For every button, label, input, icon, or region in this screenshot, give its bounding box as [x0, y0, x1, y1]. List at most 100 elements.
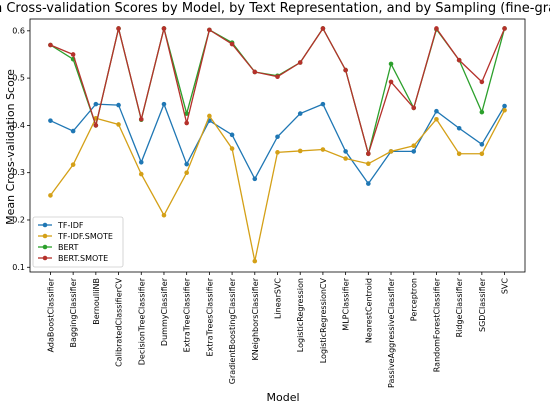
x-tick-label: RidgeClassifier: [455, 277, 464, 337]
x-axis-label: Model: [266, 391, 299, 404]
legend-item: BERT.SMOTE: [38, 254, 108, 263]
data-point: [207, 27, 212, 33]
x-tick-label: RandomForestClassifier: [432, 277, 441, 372]
x-tick-label: SGDClassifier: [478, 277, 487, 332]
legend-label: BERT.SMOTE: [58, 254, 108, 263]
legend-item: BERT: [38, 243, 79, 252]
data-point: [161, 101, 167, 107]
data-point: [343, 156, 348, 161]
x-tick-label: KNeighborsClassifier: [251, 277, 260, 360]
data-point: [138, 159, 144, 165]
data-point: [48, 42, 53, 48]
data-point: [411, 105, 417, 111]
data-point: [479, 109, 485, 115]
data-point: [366, 151, 371, 157]
data-point: [252, 69, 258, 75]
y-tick-label: 0.4: [12, 121, 25, 130]
data-point: [297, 60, 303, 65]
x-tick-label: GradientBoostingClassifier: [228, 277, 237, 384]
data-point: [366, 161, 371, 167]
data-point: [320, 101, 326, 107]
x-tick-label: LinearSVC: [274, 278, 283, 319]
data-point: [116, 122, 121, 127]
data-point: [184, 161, 189, 167]
legend-label: TF-IDF.SMOTE: [57, 232, 113, 241]
data-point: [275, 134, 280, 140]
data-point: [343, 67, 348, 73]
chart-title: Mean Cross-validation Scores by Model, b…: [0, 1, 550, 16]
data-point: [252, 176, 258, 182]
x-tick-label: MLPClassifier: [342, 277, 351, 330]
data-point: [161, 212, 167, 218]
series-bert-smote: [48, 26, 507, 157]
data-point: [320, 26, 326, 31]
y-tick-label: 0.6: [12, 26, 25, 35]
data-point: [434, 26, 439, 31]
data-point: [320, 147, 326, 152]
x-tick-label: LogisticRegression: [296, 278, 305, 352]
x-tick-label: ExtraTreeClassifier: [183, 277, 192, 352]
x-tick-label: DecisionTreeClassifier: [137, 277, 146, 365]
data-point: [48, 118, 53, 123]
legend: TF-IDF TF-IDF.SMOTE BERT BERT.SMOTE: [32, 216, 124, 268]
data-point: [207, 113, 212, 119]
data-point: [252, 258, 258, 264]
legend-item: TF-IDF.SMOTE: [38, 232, 113, 241]
data-point: [116, 102, 121, 108]
data-point: [343, 149, 348, 154]
x-tick-label: ExtraTreesClassifier: [205, 277, 214, 356]
data-point: [184, 111, 189, 116]
data-point: [275, 150, 280, 155]
data-point: [388, 79, 394, 85]
x-tick-label: BaggingClassifier: [69, 277, 78, 347]
data-point: [161, 26, 167, 31]
y-axis: 0.1 0.2 0.3 0.4 0.5 0.6: [12, 26, 30, 272]
data-point: [456, 151, 462, 157]
y-tick-label: 0.2: [12, 215, 25, 224]
legend-label: TF-IDF: [57, 221, 84, 230]
data-point: [70, 128, 76, 134]
legend-swatch-marker: [42, 233, 48, 239]
data-point: [70, 162, 76, 167]
data-point: [229, 132, 235, 138]
x-tick-label: Perceptron: [410, 278, 419, 321]
series-tf-idf: [48, 101, 507, 186]
data-point: [479, 142, 485, 147]
data-point: [411, 143, 417, 149]
data-point: [456, 57, 462, 63]
data-point: [502, 26, 507, 31]
data-point: [229, 41, 235, 47]
data-point: [184, 170, 189, 175]
data-point: [479, 151, 485, 157]
data-point: [366, 181, 371, 186]
data-point: [434, 116, 439, 122]
x-tick-label: BernoulliNB: [92, 278, 101, 325]
legend-label: BERT: [58, 243, 79, 252]
x-tick-label: NearestCentroid: [364, 278, 373, 343]
x-tick-label: PassiveAggressiveClassifier: [387, 277, 396, 388]
data-point: [434, 108, 439, 114]
data-point: [297, 148, 303, 154]
data-point: [48, 193, 53, 198]
legend-item: TF-IDF: [38, 221, 84, 230]
data-point: [93, 101, 99, 107]
legend-swatch-marker: [42, 244, 48, 250]
data-point: [388, 61, 394, 67]
data-point: [138, 116, 144, 122]
x-tick-label: SVC: [501, 278, 510, 295]
x-tick-label: DummyClassifier: [160, 277, 169, 346]
data-point: [116, 26, 121, 31]
data-point: [479, 79, 485, 85]
y-axis-label: Mean Cross-validation Score: [4, 69, 17, 225]
y-tick-label: 0.3: [12, 168, 25, 177]
legend-swatch-marker: [42, 255, 48, 261]
data-point: [502, 103, 507, 109]
x-tick-label: AdaBoostClassifier: [46, 277, 55, 352]
data-point: [184, 120, 189, 126]
series-tf-idf-smote: [48, 107, 507, 264]
data-point: [93, 123, 99, 128]
data-point: [411, 149, 417, 154]
data-point: [456, 125, 462, 131]
data-point: [297, 111, 303, 116]
